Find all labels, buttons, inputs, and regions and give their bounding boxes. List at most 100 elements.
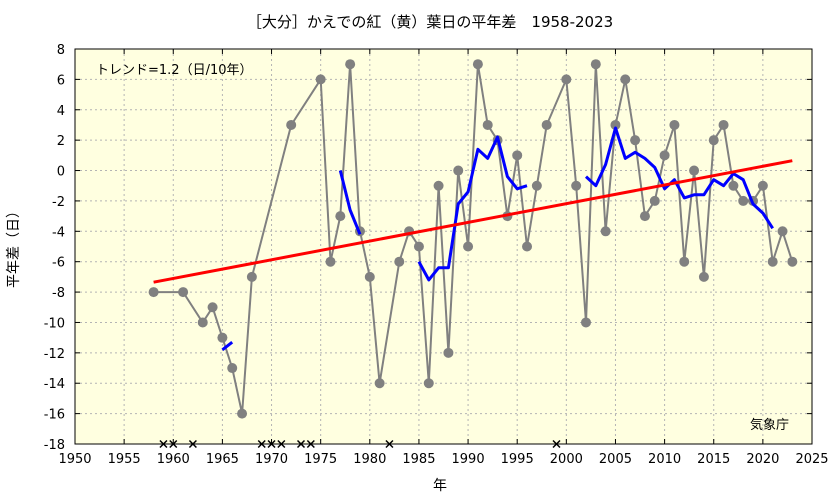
- x-tick-label: 1990: [452, 452, 485, 467]
- x-tick-label: 1950: [58, 452, 91, 467]
- missing-year-marker: [552, 439, 561, 449]
- y-tick-label: -6: [52, 256, 65, 271]
- annual-data-point: [433, 180, 444, 191]
- moving-average-line: [221, 341, 234, 351]
- annual-data-point: [561, 74, 572, 85]
- grid: [75, 49, 812, 444]
- missing-marker-stroke: [188, 439, 197, 449]
- missing-marker-stroke: [159, 439, 168, 449]
- x-tick-label: 1995: [501, 452, 534, 467]
- y-tick-label: -10: [44, 316, 65, 331]
- missing-marker-stroke: [169, 439, 178, 449]
- x-tick-label: 1955: [108, 452, 141, 467]
- missing-marker-stroke: [257, 439, 266, 449]
- annual-data-point: [659, 150, 670, 161]
- missing-marker-stroke: [277, 439, 286, 449]
- annual-data-point: [738, 195, 749, 206]
- x-tick-label: 1960: [157, 452, 190, 467]
- x-tick-labels: 1950 1955 1960 1965 1970 1975 1980 1985 1990 1995…: [58, 452, 828, 467]
- x-tick-label: 1985: [402, 452, 435, 467]
- credit-label: 気象庁: [750, 417, 789, 433]
- y-tick-label: -2: [52, 195, 65, 210]
- annual-data-point: [178, 287, 189, 298]
- annual-data-point: [767, 256, 778, 267]
- annual-data-point: [531, 180, 542, 191]
- annual-data-point: [286, 119, 297, 130]
- moving-average-line: [584, 126, 774, 230]
- annual-data-point: [590, 59, 601, 70]
- annual-data-point: [237, 408, 248, 419]
- missing-marker-stroke: [306, 439, 315, 449]
- annual-data-point: [787, 256, 798, 267]
- missing-year-marker: [277, 439, 286, 449]
- x-tick-label: 2025: [795, 452, 828, 467]
- trend-label: トレンド=1.2（日/10年）: [96, 63, 253, 78]
- annual-data-point: [757, 180, 768, 191]
- annual-data-point: [630, 135, 641, 146]
- y-tick-label: -4: [52, 225, 65, 240]
- annual-data-point: [777, 226, 788, 237]
- annual-data-point: [217, 332, 228, 343]
- y-tick-label: 4: [57, 104, 65, 119]
- annual-data-point: [345, 59, 356, 70]
- annual-data-point: [512, 150, 523, 161]
- annual-data-point: [610, 119, 621, 130]
- missing-year-markers: [159, 439, 561, 449]
- annual-data-point: [197, 317, 208, 328]
- annual-data-point: [482, 119, 493, 130]
- annual-data-point: [718, 119, 729, 130]
- x-tick-label: 2015: [697, 452, 730, 467]
- annual-data-point: [472, 59, 483, 70]
- missing-year-marker: [267, 439, 276, 449]
- annual-data-point: [325, 256, 336, 267]
- annual-data-point: [689, 165, 700, 176]
- y-tick-label: 8: [57, 43, 65, 58]
- series-layer: [148, 59, 798, 419]
- missing-year-marker: [159, 439, 168, 449]
- annual-data-point: [246, 271, 257, 282]
- missing-year-marker: [306, 439, 315, 449]
- y-tick-label: -14: [44, 377, 65, 392]
- x-tick-label: 2010: [648, 452, 681, 467]
- y-tick-label: -18: [44, 438, 65, 453]
- annual-data-point: [639, 211, 650, 222]
- missing-marker-stroke: [296, 439, 306, 449]
- y-tick-label: 6: [57, 73, 65, 88]
- annual-data-point: [649, 195, 660, 206]
- annual-data-point: [698, 271, 709, 282]
- annual-data-point: [453, 165, 464, 176]
- annual-data-point: [227, 363, 238, 374]
- y-tick-label: -16: [44, 408, 65, 423]
- annual-data-point: [571, 180, 582, 191]
- plot-area: [75, 49, 812, 444]
- annual-data-point: [413, 241, 424, 252]
- annual-data-point: [374, 378, 385, 389]
- missing-marker-stroke: [552, 439, 561, 449]
- trend-line: [153, 159, 793, 284]
- moving-average-line: [338, 170, 362, 235]
- axis-ticks: [74, 48, 813, 445]
- x-tick-label: 1980: [353, 452, 386, 467]
- y-tick-label: -12: [44, 347, 65, 362]
- annual-data-point: [620, 74, 631, 85]
- annual-data-point: [463, 241, 474, 252]
- annual-data-point: [679, 256, 690, 267]
- missing-marker-stroke: [385, 439, 394, 449]
- annual-data-point: [541, 119, 552, 130]
- y-tick-labels: 8 6 4 2 0 -2 -4 -6 -8 -10 -12 -14 -16 -18: [44, 43, 65, 453]
- x-tick-label: 1970: [255, 452, 288, 467]
- annual-data-point: [443, 347, 454, 358]
- annual-data-point: [728, 180, 739, 191]
- y-tick-label: 2: [57, 134, 65, 149]
- y-tick-label: -8: [52, 286, 65, 301]
- missing-year-marker: [257, 439, 266, 449]
- annual-data-point: [207, 302, 218, 313]
- missing-year-marker: [188, 439, 197, 449]
- annual-data-point: [600, 226, 611, 237]
- missing-year-marker: [385, 439, 394, 449]
- annual-data-point: [148, 287, 159, 298]
- missing-marker-stroke: [267, 439, 276, 449]
- x-tick-label: 2005: [599, 452, 632, 467]
- annual-series-line: [153, 64, 794, 414]
